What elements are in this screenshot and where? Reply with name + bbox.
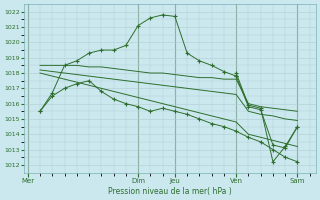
X-axis label: Pression niveau de la mer( hPa ): Pression niveau de la mer( hPa ): [108, 187, 232, 196]
